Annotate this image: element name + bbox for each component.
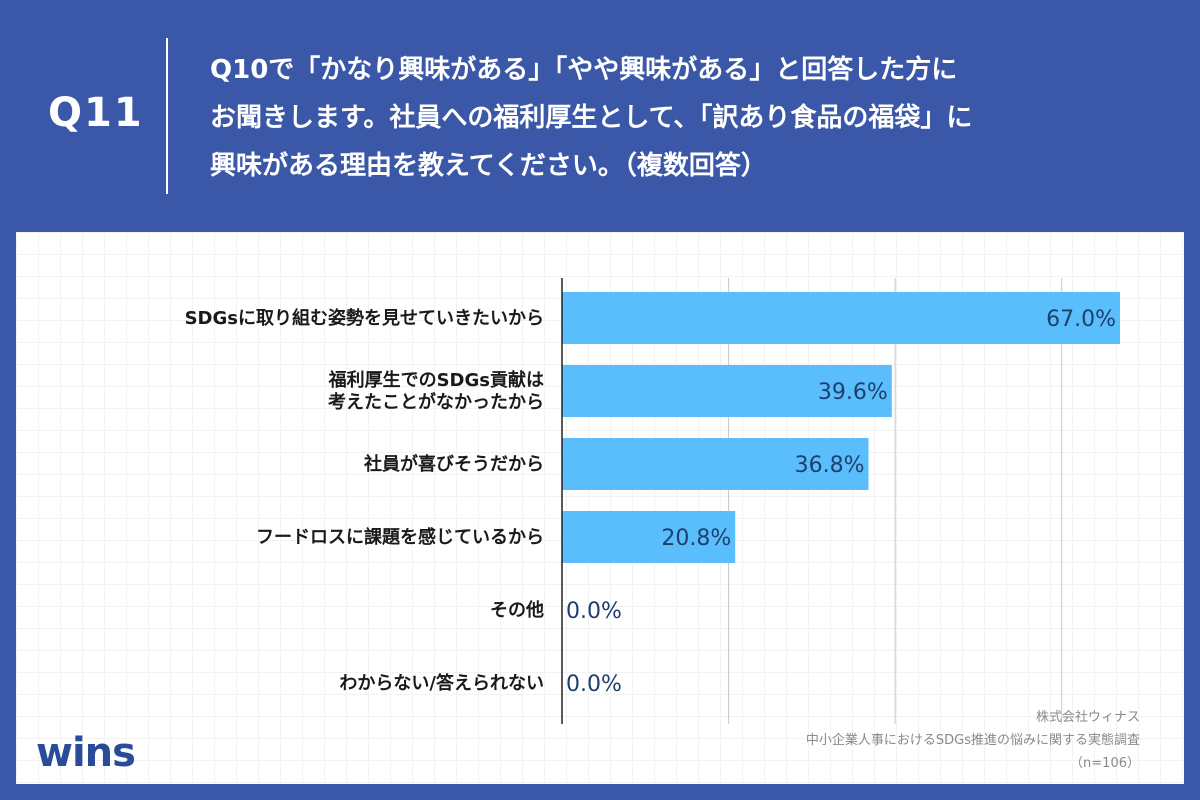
value-label: 20.8% xyxy=(661,526,731,551)
bar-chart: 67.0% SDGsに取り組む姿勢を見せていきたいから 39.6% 福利厚生でのSDG… xyxy=(185,278,1120,724)
header-divider xyxy=(166,38,168,194)
source-survey-title: 中小企業人事におけるSDGs推進の悩みに関する実態調査 xyxy=(805,733,1140,748)
category-label: フードロスに課題を感じているから xyxy=(256,526,544,548)
category-label: わからない/答えられない xyxy=(339,672,544,694)
bar xyxy=(562,511,736,563)
value-label: 0.0% xyxy=(566,599,622,624)
question-header: Q11 Q10で「かなり興味がある」「やや興味がある」と回答した方に お聞きしま… xyxy=(0,0,1200,232)
question-text: Q10で「かなり興味がある」「やや興味がある」と回答した方に お聞きします。社員… xyxy=(210,46,1170,190)
logo-text: wins xyxy=(36,730,136,776)
category-label: その他 xyxy=(490,599,544,621)
value-label: 36.8% xyxy=(795,453,865,478)
source-sample-size: （n=106） xyxy=(1070,756,1140,771)
question-line-3: 興味がある理由を教えてください。（複数回答） xyxy=(210,151,767,181)
source-company: 株式会社ウィナス xyxy=(1035,710,1140,725)
company-logo: wins xyxy=(36,730,136,776)
chart-panel: 67.0% SDGsに取り組む姿勢を見せていきたいから 39.6% 福利厚生でのSDG… xyxy=(16,232,1184,784)
question-line-1: Q10で「かなり興味がある」「やや興味がある」と回答した方に xyxy=(210,55,958,85)
value-label: 0.0% xyxy=(566,672,622,697)
question-number: Q11 xyxy=(48,90,144,136)
bar xyxy=(562,438,869,490)
source-note: 株式会社ウィナス 中小企業人事におけるSDGs推進の悩みに関する実態調査 （n=… xyxy=(806,706,1140,775)
bar xyxy=(562,292,1120,344)
category-label: 福利厚生でのSDGs貢献は考えたことがなかったから xyxy=(328,369,544,413)
value-label: 67.0% xyxy=(1046,307,1116,332)
question-line-2: お聞きします。社員への福利厚生として、「訳あり食品の福袋」に xyxy=(210,103,973,133)
bar xyxy=(562,365,892,417)
category-label: 社員が喜びそうだから xyxy=(364,453,544,475)
value-label: 39.6% xyxy=(818,380,888,405)
category-label: SDGsに取り組む姿勢を見せていきたいから xyxy=(185,307,544,329)
